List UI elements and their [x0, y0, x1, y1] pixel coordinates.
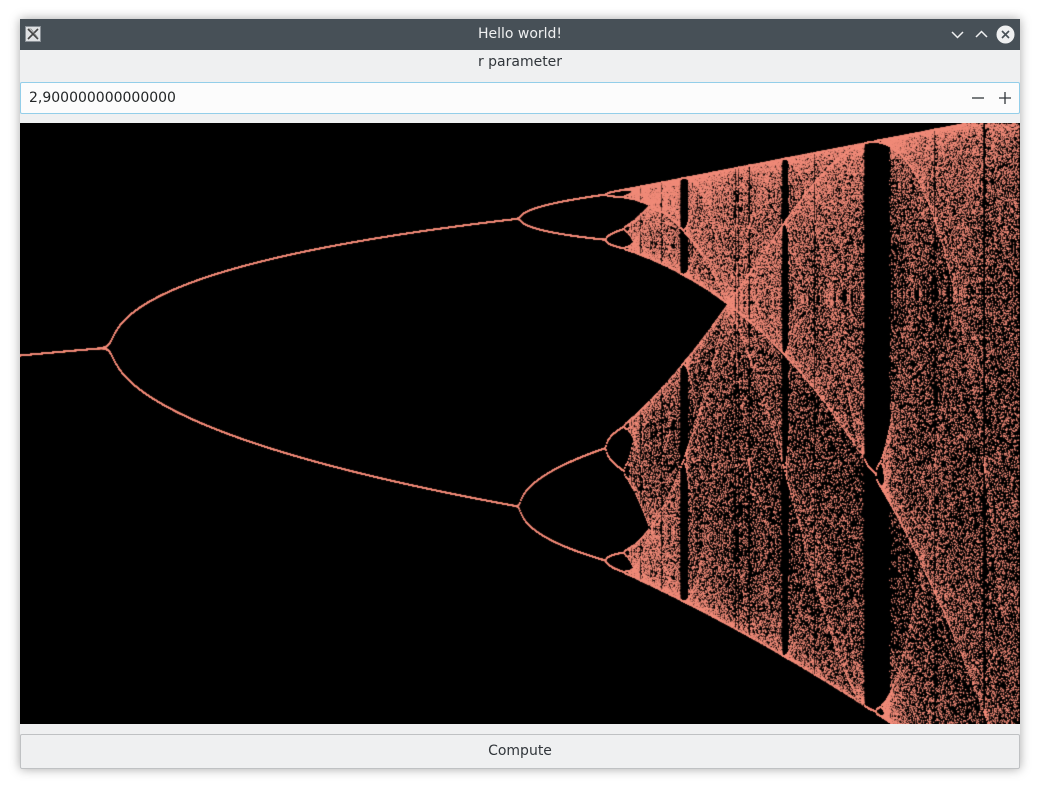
bifurcation-plot	[20, 123, 1020, 724]
compute-button[interactable]: Compute	[20, 734, 1020, 769]
window-title: Hello world!	[477, 26, 563, 42]
minus-icon	[972, 97, 984, 99]
maximize-button[interactable]	[972, 25, 991, 44]
minimize-button[interactable]	[948, 25, 967, 44]
x-app-icon[interactable]	[25, 26, 41, 42]
bifurcation-canvas	[20, 123, 1020, 724]
chevron-down-icon	[951, 31, 964, 39]
r-parameter-label: r parameter	[477, 54, 563, 70]
main-window: Hello world! r parameter 2,9000000000000…	[20, 19, 1020, 769]
title-bar[interactable]: Hello world!	[20, 19, 1020, 50]
decrement-button[interactable]	[964, 83, 992, 113]
close-button[interactable]	[996, 25, 1015, 44]
chevron-up-icon	[975, 30, 988, 38]
plus-icon	[999, 92, 1011, 104]
r-parameter-input[interactable]: 2,900000000000000	[29, 90, 176, 106]
increment-button[interactable]	[991, 83, 1019, 113]
r-parameter-spinbox[interactable]: 2,900000000000000	[20, 82, 1020, 114]
close-icon	[996, 25, 1015, 44]
